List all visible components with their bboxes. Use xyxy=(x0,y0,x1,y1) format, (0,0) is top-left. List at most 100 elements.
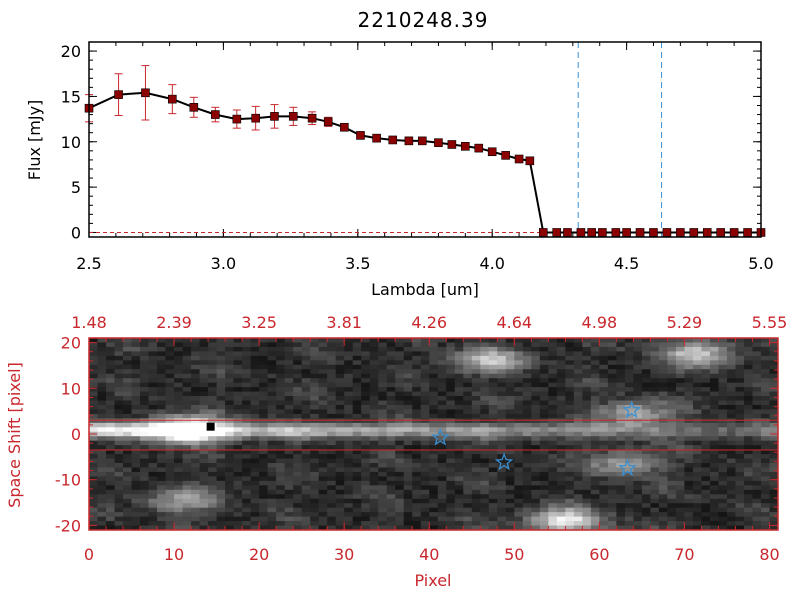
image-pixel xyxy=(361,445,371,451)
image-pixel xyxy=(148,346,158,352)
image-pixel xyxy=(216,485,226,491)
image-pixel xyxy=(463,476,473,482)
image-pixel xyxy=(769,427,779,433)
image-pixel xyxy=(378,440,388,446)
image-pixel xyxy=(242,480,252,486)
image-pixel xyxy=(624,338,634,343)
image-pixel xyxy=(97,338,107,343)
image-pixel xyxy=(573,409,583,415)
image-pixel xyxy=(89,512,98,518)
image-pixel xyxy=(276,436,286,442)
image-pixel xyxy=(301,396,311,401)
image-pixel xyxy=(352,404,362,410)
image-pixel xyxy=(522,436,532,442)
image-pixel xyxy=(242,498,252,504)
image-pixel xyxy=(582,485,592,491)
image-pixel xyxy=(284,404,294,410)
image-pixel xyxy=(573,364,583,370)
image-pixel xyxy=(692,480,702,486)
image-pixel xyxy=(369,360,379,366)
image-pixel xyxy=(531,382,541,388)
image-pixel xyxy=(539,498,549,504)
data-point xyxy=(288,112,298,121)
image-pixel xyxy=(582,400,592,406)
image-pixel xyxy=(284,503,294,509)
image-pixel xyxy=(488,364,498,370)
image-pixel xyxy=(573,391,583,397)
image-pixel xyxy=(599,463,609,468)
image-pixel xyxy=(565,396,575,401)
image-pixel xyxy=(191,427,200,433)
image-pixel xyxy=(641,521,651,526)
image-pixel xyxy=(658,346,668,352)
image-pixel xyxy=(658,516,668,522)
image-pixel xyxy=(208,436,217,442)
image-pixel xyxy=(718,387,728,392)
image-pixel xyxy=(616,342,626,348)
image-pixel xyxy=(165,436,175,442)
image-pixel xyxy=(607,489,617,495)
image-pixel xyxy=(174,440,183,446)
image-pixel xyxy=(429,471,439,477)
image-pixel xyxy=(437,404,447,410)
image-pixel xyxy=(590,396,600,401)
image-pixel xyxy=(352,476,362,482)
image-pixel xyxy=(327,387,337,392)
image-pixel xyxy=(624,387,634,392)
image-pixel xyxy=(480,391,490,397)
image-pixel xyxy=(616,387,626,392)
image-pixel xyxy=(344,516,354,522)
image-pixel xyxy=(497,436,507,442)
image-pixel xyxy=(89,471,98,477)
image-pixel xyxy=(505,369,515,375)
image-pixel xyxy=(624,409,634,415)
image-pixel xyxy=(684,454,694,459)
image-pixel xyxy=(165,422,175,428)
image-pixel xyxy=(318,378,328,384)
image-pixel xyxy=(114,355,124,361)
image-pixel xyxy=(743,338,753,343)
image-pixel xyxy=(378,378,388,384)
image-pixel xyxy=(395,471,405,477)
image-pixel xyxy=(480,346,490,352)
image-pixel xyxy=(463,369,473,375)
image-pixel xyxy=(429,516,439,522)
image-pixel xyxy=(505,480,515,486)
image-pixel xyxy=(480,507,490,513)
image-pixel xyxy=(369,458,379,464)
image-pixel xyxy=(726,378,736,384)
image-pixel xyxy=(667,525,677,531)
image-pixel xyxy=(106,458,115,464)
image-pixel xyxy=(573,382,583,388)
image-pixel xyxy=(684,525,694,531)
image-pixel xyxy=(208,440,217,446)
image-pixel xyxy=(378,485,388,491)
image-pixel xyxy=(182,512,192,518)
image-pixel xyxy=(89,409,98,415)
image-pixel xyxy=(446,400,456,406)
image-pixel xyxy=(250,355,260,361)
image-pixel xyxy=(386,476,396,482)
image-pixel xyxy=(548,445,558,451)
image-pixel xyxy=(522,494,532,500)
image-pixel xyxy=(344,360,354,366)
image-pixel xyxy=(318,418,328,424)
image-pixel xyxy=(590,360,600,366)
image-pixel xyxy=(514,422,524,428)
image-pixel xyxy=(760,427,770,433)
image-pixel xyxy=(259,489,269,495)
image-pixel xyxy=(327,458,337,464)
image-pixel xyxy=(420,485,430,491)
image-pixel xyxy=(276,418,286,424)
x-tick-label: 4.5 xyxy=(614,254,639,273)
image-pixel xyxy=(667,467,677,473)
image-pixel xyxy=(718,427,728,433)
image-pixel xyxy=(743,427,753,433)
image-pixel xyxy=(463,458,473,464)
image-pixel xyxy=(454,342,464,348)
y-axis-label: Flux [mJy] xyxy=(25,100,44,181)
image-pixel xyxy=(131,507,141,513)
image-pixel xyxy=(352,521,362,526)
image-pixel xyxy=(488,382,498,388)
image-pixel xyxy=(463,409,473,415)
